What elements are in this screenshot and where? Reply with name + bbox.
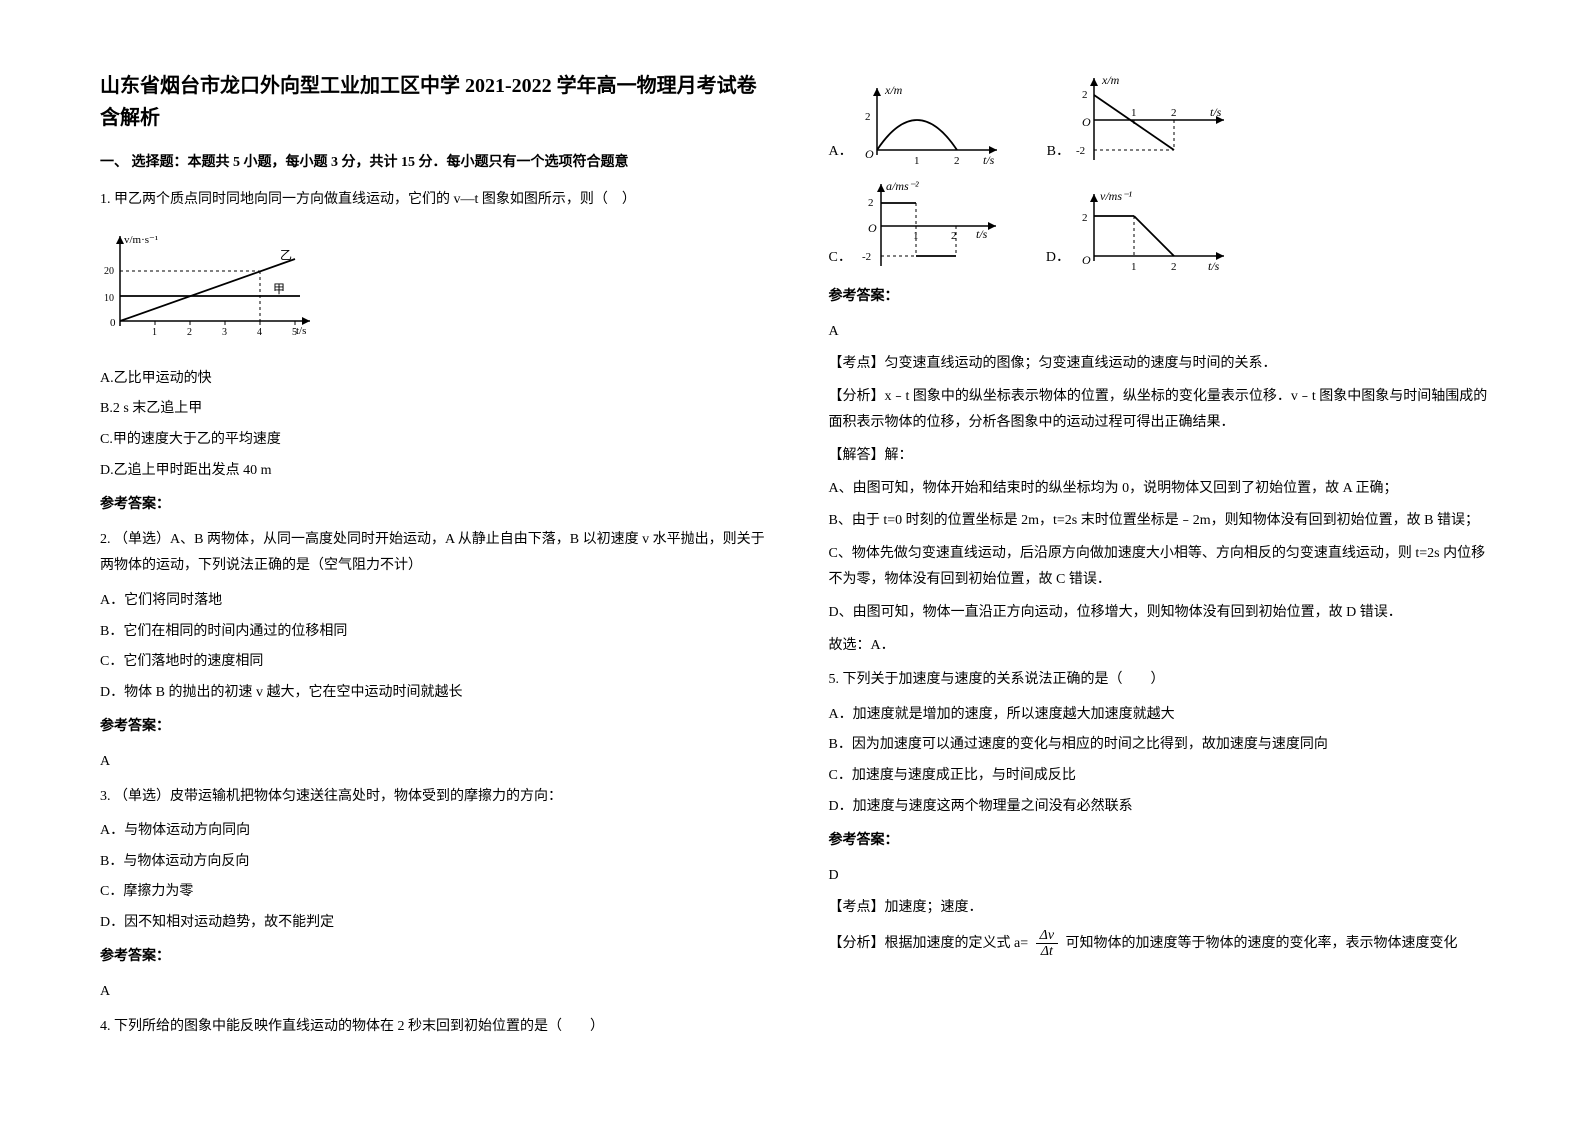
q4-stem: 4. 下列所给的图象中能反映作直线运动的物体在 2 秒末回到初始位置的是（ ） [100, 1014, 769, 1041]
section-1-heading: 一、 选择题：本题共 5 小题，每小题 3 分，共计 15 分．每小题只有一个选… [100, 150, 769, 177]
svg-text:1: 1 [914, 155, 920, 167]
q4-jB: B、由于 t=0 时刻的位置坐标是 2m，t=2s 末时位置坐标是﹣2m，则知物… [829, 508, 1498, 535]
svg-text:2: 2 [1082, 89, 1088, 101]
svg-text:O: O [868, 221, 877, 235]
q3-optA: A．与物体运动方向同向 [100, 818, 769, 845]
q4-figB-letter: B． [1047, 139, 1070, 166]
svg-text:O: O [1082, 115, 1091, 129]
svg-text:O: O [865, 147, 874, 161]
q5-formula-den: Δt [1036, 944, 1058, 959]
q3-optB: B．与物体运动方向反向 [100, 849, 769, 876]
q1-optC: C.甲的速度大于乙的平均速度 [100, 427, 769, 454]
q1-optB: B.2 s 末乙追上甲 [100, 396, 769, 423]
q5-fenxi-prefix: 【分析】根据加速度的定义式 a= [829, 936, 1029, 951]
svg-text:t/s: t/s [983, 153, 995, 167]
q1-optA: A.乙比甲运动的快 [100, 366, 769, 393]
q3-optC: C．摩擦力为零 [100, 879, 769, 906]
svg-text:5: 5 [292, 327, 297, 338]
q1-stem: 1. 甲乙两个质点同时同地向同一方向做直线运动，它们的 v—t 图象如图所示，则… [100, 187, 769, 214]
exam-title: 山东省烟台市龙口外向型工业加工区中学 2021-2022 学年高一物理月考试卷含… [100, 70, 769, 134]
q4-figs-row1: A． x/m t/s O 2 1 2 B． [829, 70, 1498, 170]
svg-text:O: O [1082, 253, 1091, 267]
q5-kaodian: 【考点】加速度；速度． [829, 895, 1498, 922]
q4-fenxi: 【分析】x﹣t 图象中的纵坐标表示物体的位置，纵坐标的变化量表示位移．v﹣t 图… [829, 384, 1498, 437]
q2-stem: 2. （单选）A、B 两物体，从同一高度处同时开始运动，A 从静止自由下落，B … [100, 527, 769, 580]
svg-text:1: 1 [1131, 107, 1137, 119]
svg-text:2: 2 [1171, 261, 1177, 273]
q4-figB-graph: x/m t/s O 2 -2 1 2 [1074, 70, 1234, 170]
q5-answer-label: 参考答案： [829, 828, 1498, 855]
q3-answer: A [100, 979, 769, 1006]
q4-answer-label: 参考答案： [829, 284, 1498, 311]
svg-text:0: 0 [110, 317, 116, 329]
svg-text:t/s: t/s [1208, 259, 1220, 273]
q4-kaodian: 【考点】匀变速直线运动的图像；匀变速直线运动的速度与时间的关系． [829, 351, 1498, 378]
svg-text:10: 10 [104, 293, 114, 304]
svg-text:2: 2 [1082, 212, 1088, 224]
svg-text:1: 1 [1131, 261, 1137, 273]
q4-jD: D、由图可知，物体一直沿正方向运动，位移增大，则知物体没有回到初始位置，故 D … [829, 600, 1498, 627]
svg-text:a/ms⁻²: a/ms⁻² [886, 179, 919, 193]
q5-answer: D [829, 863, 1498, 890]
q1-graph: v/m·s⁻¹ t/s 0 1 2 3 4 5 10 20 甲 乙 [100, 231, 320, 352]
q4-jC: C、物体先做匀变速直线运动，后沿原方向做加速度大小相等、方向相反的匀变速直线运动… [829, 541, 1498, 594]
q4-figA-letter: A． [829, 139, 853, 166]
q2-optA: A．它们将同时落地 [100, 588, 769, 615]
q4-figD-graph: v/ms⁻¹ t/s O 2 1 2 [1074, 186, 1234, 276]
q5-optD: D．加速度与速度这两个物理量之间没有必然联系 [829, 794, 1498, 821]
q4-jieda-label: 【解答】解： [829, 443, 1498, 470]
svg-text:v/m·s⁻¹: v/m·s⁻¹ [124, 234, 158, 246]
svg-text:3: 3 [222, 327, 227, 338]
q1-answer-label: 参考答案： [100, 492, 769, 519]
svg-text:t/s: t/s [1210, 105, 1222, 119]
q4-figC-letter: C． [829, 245, 852, 272]
q5-formula-num: Δv [1036, 928, 1058, 944]
svg-text:2: 2 [954, 155, 960, 167]
svg-text:-2: -2 [862, 251, 871, 263]
svg-text:4: 4 [257, 327, 262, 338]
q5-stem: 5. 下列关于加速度与速度的关系说法正确的是（ ） [829, 667, 1498, 694]
q4-jA: A、由图可知，物体开始和结束时的纵坐标均为 0，说明物体又回到了初始位置，故 A… [829, 476, 1498, 503]
svg-text:2: 2 [1171, 107, 1177, 119]
q3-optD: D．因不知相对运动趋势，故不能判定 [100, 910, 769, 937]
q2-optB: B．它们在相同的时间内通过的位移相同 [100, 619, 769, 646]
q5-formula: Δv Δt [1036, 928, 1058, 960]
q4-answer: A [829, 319, 1498, 346]
svg-text:乙: 乙 [280, 248, 292, 262]
q5-optC: C．加速度与速度成正比，与时间成反比 [829, 763, 1498, 790]
q3-answer-label: 参考答案： [100, 944, 769, 971]
q5-optA: A．加速度就是增加的速度，所以速度越大加速度就越大 [829, 702, 1498, 729]
svg-text:t/s: t/s [976, 227, 988, 241]
q5-fenxi: 【分析】根据加速度的定义式 a= Δv Δt 可知物体的加速度等于物体的速度的变… [829, 928, 1498, 960]
svg-text:x/m: x/m [1101, 73, 1120, 87]
svg-text:x/m: x/m [884, 83, 903, 97]
q2-optC: C．它们落地时的速度相同 [100, 649, 769, 676]
q2-answer: A [100, 749, 769, 776]
q4-figA-graph: x/m t/s O 2 1 2 [857, 80, 1007, 170]
q3-stem: 3. （单选）皮带运输机把物体匀速送往高处时，物体受到的摩擦力的方向： [100, 784, 769, 811]
exam-page: 山东省烟台市龙口外向型工业加工区中学 2021-2022 学年高一物理月考试卷含… [100, 70, 1497, 1070]
svg-text:-2: -2 [1076, 145, 1085, 157]
svg-text:甲: 甲 [273, 282, 285, 296]
q5-optB: B．因为加速度可以通过速度的变化与相应的时间之比得到，故加速度与速度同向 [829, 732, 1498, 759]
svg-text:2: 2 [865, 111, 871, 123]
q5-fenxi-suffix: 可知物体的加速度等于物体的速度的变化率，表示物体速度变化 [1066, 936, 1458, 951]
svg-text:20: 20 [104, 266, 114, 277]
svg-text:2: 2 [868, 197, 874, 209]
q4-figC-graph: a/ms⁻² t/s O 2 -2 1 2 [856, 176, 1006, 276]
svg-text:t/s: t/s [296, 325, 306, 337]
q4-figD-letter: D． [1046, 245, 1070, 272]
q4-guxuan: 故选：A． [829, 633, 1498, 660]
svg-text:2: 2 [187, 327, 192, 338]
q4-figs-block: A． x/m t/s O 2 1 2 B． [829, 70, 1498, 276]
q2-answer-label: 参考答案： [100, 714, 769, 741]
q4-figs-row2: C． a/ms⁻² t/s O 2 -2 1 2 [829, 176, 1498, 276]
q1-optD: D.乙追上甲时距出发点 40 m [100, 458, 769, 485]
q2-optD: D．物体 B 的抛出的初速 v 越大，它在空中运动时间就越长 [100, 680, 769, 707]
svg-text:1: 1 [152, 327, 157, 338]
svg-text:v/ms⁻¹: v/ms⁻¹ [1100, 189, 1132, 203]
